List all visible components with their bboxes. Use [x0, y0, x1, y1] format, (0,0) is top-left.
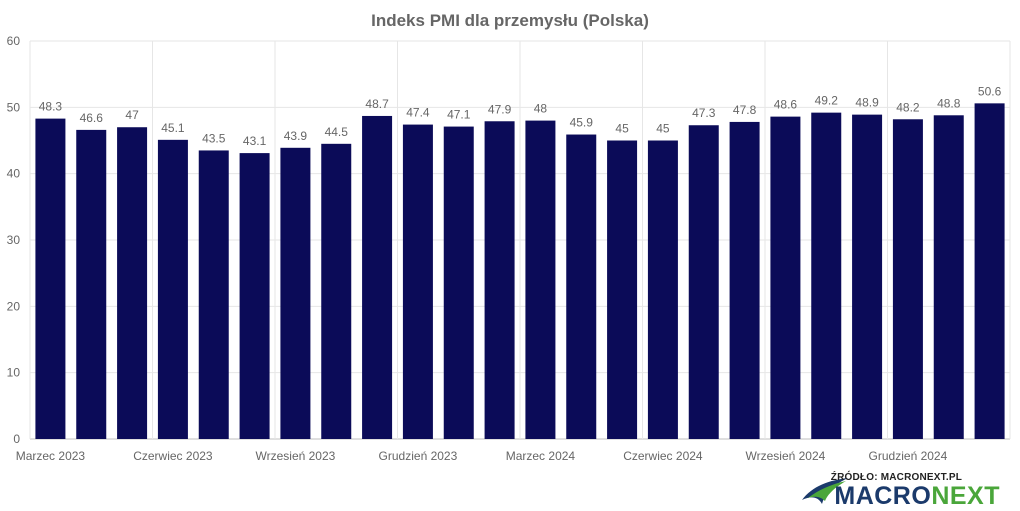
bar [811, 112, 842, 439]
bar [157, 139, 188, 439]
bar [647, 140, 678, 439]
bar-value-label: 45 [656, 122, 670, 136]
bar-value-label: 48.2 [896, 100, 920, 114]
bar-value-label: 48.9 [855, 96, 879, 110]
bar [933, 115, 964, 439]
bar-value-label: 47.4 [406, 106, 430, 120]
bar-value-label: 50.6 [978, 84, 1002, 98]
bars [35, 103, 1005, 440]
chart-title: Indeks PMI dla przemysłu (Polska) [371, 11, 649, 30]
bar-value-label: 48.3 [39, 100, 63, 114]
bar [607, 140, 638, 439]
y-tick-label: 20 [7, 299, 21, 313]
x-tick-label: Marzec 2024 [506, 449, 576, 463]
x-tick-label: Marzec 2023 [16, 449, 86, 463]
bar [852, 114, 883, 439]
x-tick-label: Czerwiec 2023 [133, 449, 213, 463]
bar-value-label: 48.6 [774, 98, 798, 112]
bar [974, 103, 1005, 439]
bar [729, 121, 760, 439]
y-tick-label: 0 [13, 432, 20, 446]
bar [35, 118, 66, 440]
x-tick-label: Grudzień 2024 [869, 449, 948, 463]
bar-value-label: 47.1 [447, 108, 471, 122]
y-tick-label: 40 [7, 167, 21, 181]
bar-value-label: 47.3 [692, 106, 716, 120]
y-axis-ticks: 0 10 20 30 40 50 60 [7, 34, 21, 446]
bar [443, 126, 474, 439]
x-tick-label: Wrzesień 2023 [256, 449, 336, 463]
brand-part-1: MACRO [834, 482, 932, 510]
bar [117, 127, 148, 439]
source-label: ŹRÓDŁO: MACRONEXT.PL [830, 472, 962, 483]
brand-part-2: NEXT [931, 482, 1000, 510]
x-axis-ticks: Marzec 2023 Czerwiec 2023 Wrzesień 2023 Gru… [16, 449, 948, 463]
y-tick-label: 10 [7, 366, 21, 380]
bar [770, 116, 801, 440]
bar [280, 147, 311, 439]
x-tick-label: Grudzień 2023 [379, 449, 458, 463]
bar-value-label: 48 [534, 102, 548, 116]
x-tick-label: Czerwiec 2024 [623, 449, 703, 463]
bar-value-label: 45.1 [161, 121, 185, 135]
bar-value-label: 47.9 [488, 102, 512, 116]
bar-value-label: 47 [125, 108, 139, 122]
bar [892, 119, 923, 440]
bar-value-label: 43.1 [243, 134, 267, 148]
bar [321, 143, 352, 440]
bar [688, 125, 719, 439]
y-tick-label: 60 [7, 34, 21, 48]
y-tick-label: 50 [7, 100, 21, 114]
bar-value-label: 46.6 [80, 111, 104, 125]
bar [402, 124, 433, 439]
bar [566, 134, 597, 439]
bar [198, 150, 229, 439]
bar [239, 153, 270, 439]
bar [362, 115, 393, 439]
brand-logo-text: MACRONEXT [834, 482, 1000, 511]
bar-value-label: 45.9 [570, 116, 594, 130]
bar-value-label: 47.8 [733, 103, 757, 117]
bar-value-label: 44.5 [325, 125, 349, 139]
y-tick-label: 30 [7, 233, 21, 247]
bar-value-label: 48.7 [365, 97, 389, 111]
value-labels: 48.3 46.6 47 45.1 43.5 43.1 43.9 44.5 48.7 47.4 47… [39, 84, 1002, 148]
x-tick-label: Wrzesień 2024 [746, 449, 826, 463]
bar-value-label: 49.2 [815, 94, 839, 108]
bar [525, 120, 556, 439]
bar-value-label: 43.9 [284, 129, 308, 143]
macronext-logo-icon [802, 478, 848, 504]
bar-value-label: 45 [615, 122, 629, 136]
bar [484, 121, 515, 439]
bar-value-label: 48.8 [937, 96, 961, 110]
bar [76, 129, 107, 440]
bar-value-label: 43.5 [202, 131, 226, 145]
grid-lines [29, 40, 1011, 440]
